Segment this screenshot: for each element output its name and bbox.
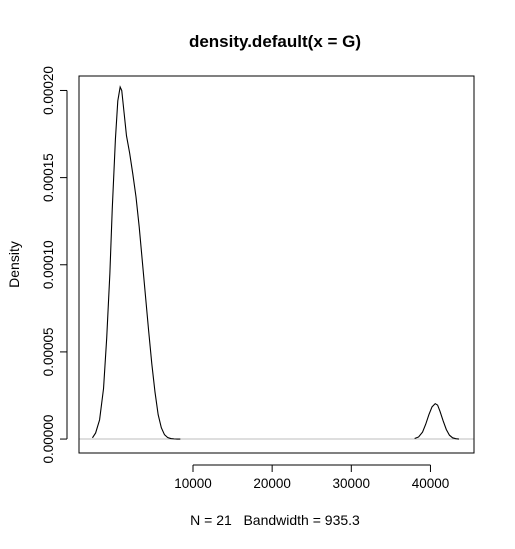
x-tick-label: 40000 [412,476,450,491]
density-curve [91,85,460,440]
y-tick-label: 0.00005 [41,328,56,377]
x-tick-label: 10000 [174,476,212,491]
x-axis-label: N = 21 Bandwidth = 935.3 [190,512,360,528]
x-tick-label: 20000 [253,476,291,491]
y-tick-label: 0.00015 [41,153,56,202]
y-tick-label: 0.00020 [41,66,56,115]
chart-title: density.default(x = G) [189,32,361,51]
x-axis: 10000 20000 30000 40000 [174,464,450,491]
y-axis: 0.00000 0.00005 0.00010 0.00015 0.00020 [41,66,68,464]
y-axis-label: Density [6,241,22,288]
plot-frame [78,75,475,454]
x-tick-label: 30000 [333,476,371,491]
y-tick-label: 0.00010 [41,240,56,289]
y-tick-label: 0.00000 [41,415,56,464]
